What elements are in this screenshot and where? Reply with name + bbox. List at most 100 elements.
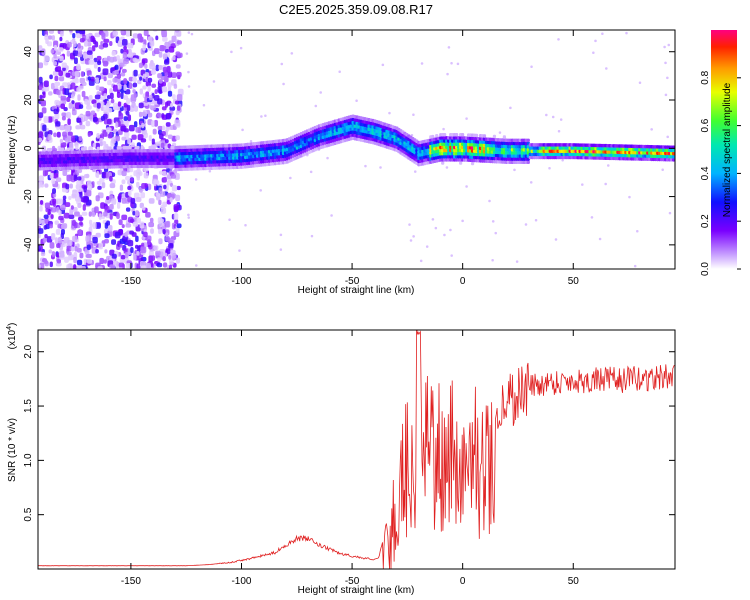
spectrogram-cell: [280, 62, 284, 66]
spectrogram-cell: [526, 138, 530, 143]
spectrogram-cell: [91, 211, 96, 218]
spectrogram-cell: [54, 113, 60, 120]
spectrogram-cell: [79, 252, 84, 259]
spectrogram-cell: [425, 245, 429, 248]
spectrogram-cell: [160, 75, 166, 81]
spectrogram-cell: [67, 239, 73, 246]
spectrogram-cell: [147, 85, 151, 92]
spectrogram-cell: [124, 131, 130, 138]
spectrogram-cell: [129, 167, 134, 173]
spectrogram-cell: [139, 88, 143, 95]
spectrogram-cell: [138, 102, 144, 109]
spectrogram-cell: [123, 95, 129, 100]
spectrogram-cell: [159, 191, 166, 197]
snr-x-tick-label: 0: [460, 576, 466, 587]
spectrogram-cell: [40, 200, 44, 205]
spectrogram-cell: [148, 222, 155, 228]
spectrogram-cell: [664, 61, 667, 65]
spectrogram-cell: [187, 216, 190, 219]
spectrogram-cell: [70, 205, 74, 210]
spectrogram-cell: [166, 220, 171, 228]
spectrogram-cell: [129, 230, 135, 235]
spectrogram-cell: [88, 211, 92, 217]
spectrogram-cell: [171, 185, 178, 192]
spectrogram-cell: [88, 219, 93, 225]
spectrogram-cell: [43, 80, 49, 88]
spectrogram-cell: [58, 210, 62, 216]
spectrogram-cell: [465, 117, 468, 120]
spectrogram-cell: [99, 137, 104, 143]
spectrogram-cell: [526, 160, 530, 165]
spectrogram-cell: [45, 207, 49, 213]
spectrogram-cell: [601, 32, 604, 36]
spectrogram-cell: [65, 183, 70, 190]
spectrogram-cell: [461, 219, 464, 223]
spectrogram-cell: [470, 161, 475, 166]
spectrogram-cell: [71, 193, 77, 199]
spectrogram-cell: [38, 112, 44, 119]
spectrogram-cell: [279, 233, 283, 237]
spectrogram-cell: [71, 219, 76, 226]
spectrogram-cell: [123, 58, 130, 64]
spectrogram-cell: [41, 107, 47, 114]
spectrogram-cell: [78, 216, 84, 221]
spectrogram-cell: [127, 51, 134, 58]
spectrogram-cell: [78, 229, 82, 235]
spectrogram-cell: [97, 185, 102, 190]
spectrogram-cell: [147, 239, 151, 246]
spectrogram-cell: [38, 264, 41, 269]
spectrogram-cell: [228, 218, 231, 221]
spectrogram-cell: [167, 90, 173, 97]
spectrogram-cell: [53, 108, 59, 115]
spectrogram-cell: [92, 142, 97, 148]
spectrogram-cell: [314, 104, 318, 108]
spectrogram-cell: [190, 32, 194, 36]
spectrogram-cell: [445, 166, 449, 169]
spectrogram-cell: [148, 135, 152, 142]
spectrogram-cell: [524, 223, 528, 226]
spectrogram-cell: [66, 112, 71, 119]
spectrogram-cell: [159, 170, 163, 175]
spectrogram-cell: [171, 72, 177, 78]
spectrogram-cell: [607, 164, 610, 167]
spectrogram-cell: [125, 30, 131, 37]
spectrogram-cell: [169, 264, 173, 269]
snr-x-label: Height of straight line (km): [298, 585, 415, 596]
spectrogram-cell: [66, 174, 72, 182]
spectrogram-cell: [164, 252, 168, 257]
spectrogram-cell: [111, 50, 116, 56]
spectrogram-cell: [86, 70, 92, 77]
spectrogram-cell: [76, 63, 81, 71]
spectrogram-cell: [74, 70, 80, 77]
spectrogram-cell: [62, 42, 67, 49]
spectrogram-cell: [106, 94, 111, 100]
colorbar-ticks: 0.0 0.2 0.4 0.6 0.8: [700, 70, 741, 276]
spectrogram-cell: [153, 48, 160, 55]
spectrogram-cell: [155, 250, 161, 256]
spectrogram-cell: [75, 196, 81, 202]
spectrogram-x-tick-label: 0: [460, 276, 466, 287]
spectrogram-cell: [381, 63, 385, 67]
spectrogram-cell: [97, 66, 101, 73]
spectrogram-x-tick-label: -150: [121, 276, 141, 287]
spectrogram-cell: [174, 219, 179, 225]
spectrogram-cell: [67, 255, 72, 261]
spectrogram-cell: [55, 177, 62, 183]
spectrogram-cell: [51, 233, 56, 240]
spectrogram-cell: [409, 239, 413, 242]
spectrogram-y-tick-label: -20: [23, 189, 34, 204]
spectrogram-cell: [138, 62, 143, 69]
spectrogram-cell: [63, 212, 70, 219]
snr-y-tick-label: 0.5: [23, 507, 34, 521]
spectrogram-cell: [94, 94, 101, 100]
spectrogram-cell: [259, 189, 262, 192]
spectrogram-cell: [60, 95, 67, 101]
spectrogram-cell: [128, 76, 134, 82]
spectrogram-cell: [136, 174, 140, 181]
spectrogram-cell: [66, 50, 71, 57]
spectrogram-cell: [136, 263, 141, 269]
snr-y-tick-label: 1.0: [23, 453, 34, 467]
spectrogram-cell: [125, 263, 132, 269]
spectrogram-cell: [96, 102, 101, 109]
spectrogram-cell: [132, 210, 136, 216]
